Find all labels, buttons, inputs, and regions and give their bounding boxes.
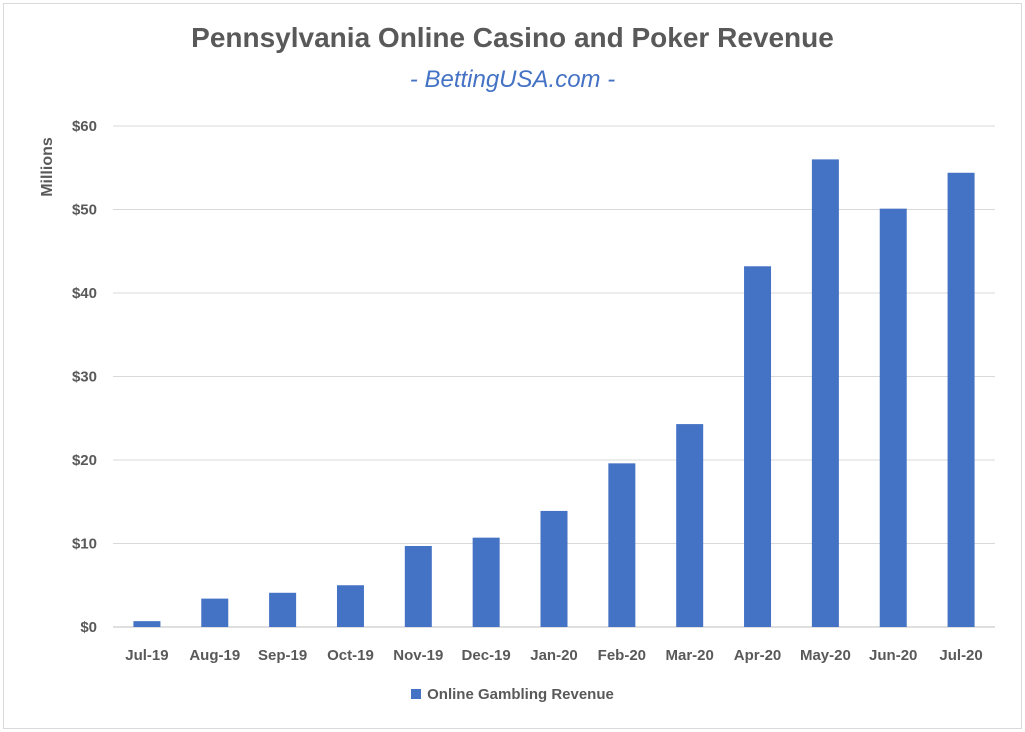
bars (133, 159, 975, 628)
bar-jun-20 (879, 208, 907, 628)
chart-subtitle: - BettingUSA.com - (409, 66, 616, 93)
bar-dec-19 (472, 537, 500, 627)
x-tick-label: Jul-19 (125, 647, 168, 664)
bar-aug-19 (201, 598, 229, 627)
bar-nov-19 (404, 546, 432, 627)
x-tick-label: Jun-20 (869, 647, 917, 664)
chart-title: Pennsylvania Online Casino and Poker Rev… (191, 22, 834, 53)
legend: Online Gambling Revenue (0, 686, 1025, 703)
x-tick-label: Dec-19 (462, 647, 511, 664)
y-tick-label: $50 (72, 202, 97, 219)
bar-jul-19 (133, 621, 161, 627)
bar-may-20 (811, 159, 839, 627)
x-tick-label: Aug-19 (189, 647, 240, 664)
bar-jan-20 (540, 510, 568, 627)
x-tick-label: Oct-19 (327, 647, 374, 664)
x-axis-ticks: Jul-19 Aug-19 Sep-19 Oct-19 Nov-19 Dec-19 Jan-… (125, 647, 983, 664)
legend-label: Online Gambling Revenue (427, 686, 614, 703)
x-tick-label: Mar-20 (666, 647, 714, 664)
legend-swatch (411, 689, 422, 700)
x-tick-label: Apr-20 (734, 647, 782, 664)
x-tick-label: May-20 (800, 647, 851, 664)
y-tick-label: $40 (72, 285, 97, 302)
y-axis-ticks: $0 $10 $20 $30 $40 $50 $60 (72, 118, 97, 636)
chart-frame (3, 3, 1022, 729)
bar-feb-20 (608, 463, 636, 627)
y-tick-label: $30 (72, 369, 97, 386)
bar-oct-19 (336, 585, 364, 627)
y-axis-label: Millions (39, 137, 56, 197)
x-tick-label: Jul-20 (939, 647, 982, 664)
bar-mar-20 (676, 424, 704, 627)
x-tick-label: Nov-19 (393, 647, 443, 664)
y-tick-label: $0 (80, 619, 97, 636)
bar-jul-20 (947, 172, 975, 627)
gridlines (113, 125, 995, 628)
bar-apr-20 (744, 266, 772, 627)
y-tick-label: $20 (72, 452, 97, 469)
x-tick-label: Feb-20 (598, 647, 646, 664)
x-tick-label: Jan-20 (530, 647, 578, 664)
y-tick-label: $10 (72, 536, 97, 553)
y-tick-label: $60 (72, 118, 97, 135)
bar-sep-19 (269, 592, 297, 627)
x-tick-label: Sep-19 (258, 647, 307, 664)
